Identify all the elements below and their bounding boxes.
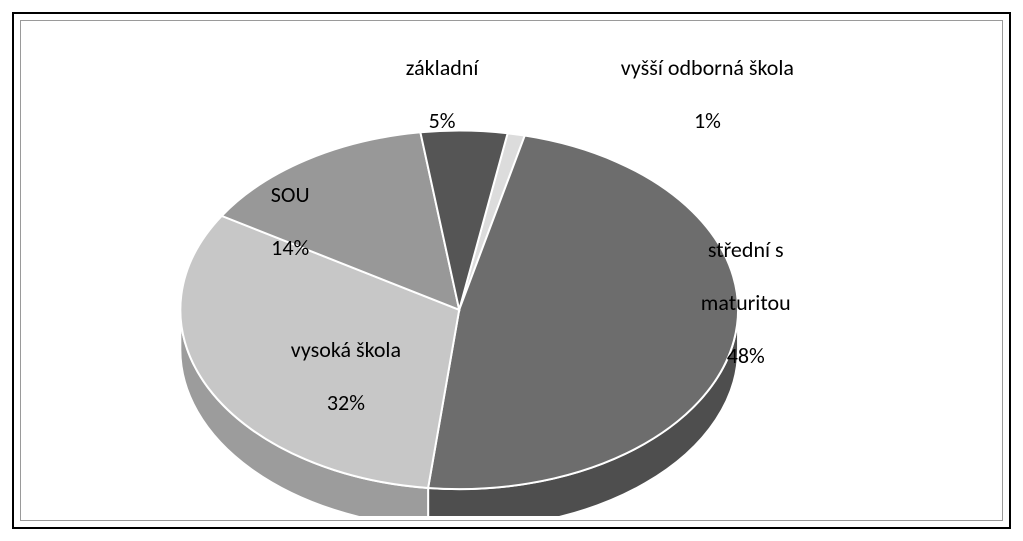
label-maturita-line3: 48%	[727, 342, 765, 369]
label-maturita-line1: střední s	[708, 236, 784, 263]
label-vos: vyšší odborná škola 1%	[581, 29, 794, 161]
label-maturita-line2: maturitou	[701, 289, 791, 316]
chart-plot-area: základní 5% vyšší odborná škola 1% SOU 1…	[20, 20, 1003, 521]
chart-outer-frame: základní 5% vyšší odborná škola 1% SOU 1…	[12, 12, 1011, 529]
label-zakladni: základní 5%	[366, 29, 478, 161]
label-zakladni-line2: 5%	[429, 107, 456, 134]
label-vs: vysoká škola 32%	[251, 311, 401, 443]
label-sou-line1: SOU	[271, 181, 310, 208]
label-vos-line2: 1%	[694, 107, 721, 134]
pie-chart	[21, 21, 1002, 516]
label-sou-line2: 14%	[271, 234, 309, 261]
label-vs-line2: 32%	[327, 389, 365, 416]
label-maturita: střední s maturitou 48%	[661, 211, 791, 396]
label-vs-line1: vysoká škola	[291, 336, 401, 363]
label-vos-line1: vyšší odborná škola	[621, 54, 794, 81]
label-sou: SOU 14%	[231, 156, 310, 288]
label-zakladni-line1: základní	[406, 54, 479, 81]
